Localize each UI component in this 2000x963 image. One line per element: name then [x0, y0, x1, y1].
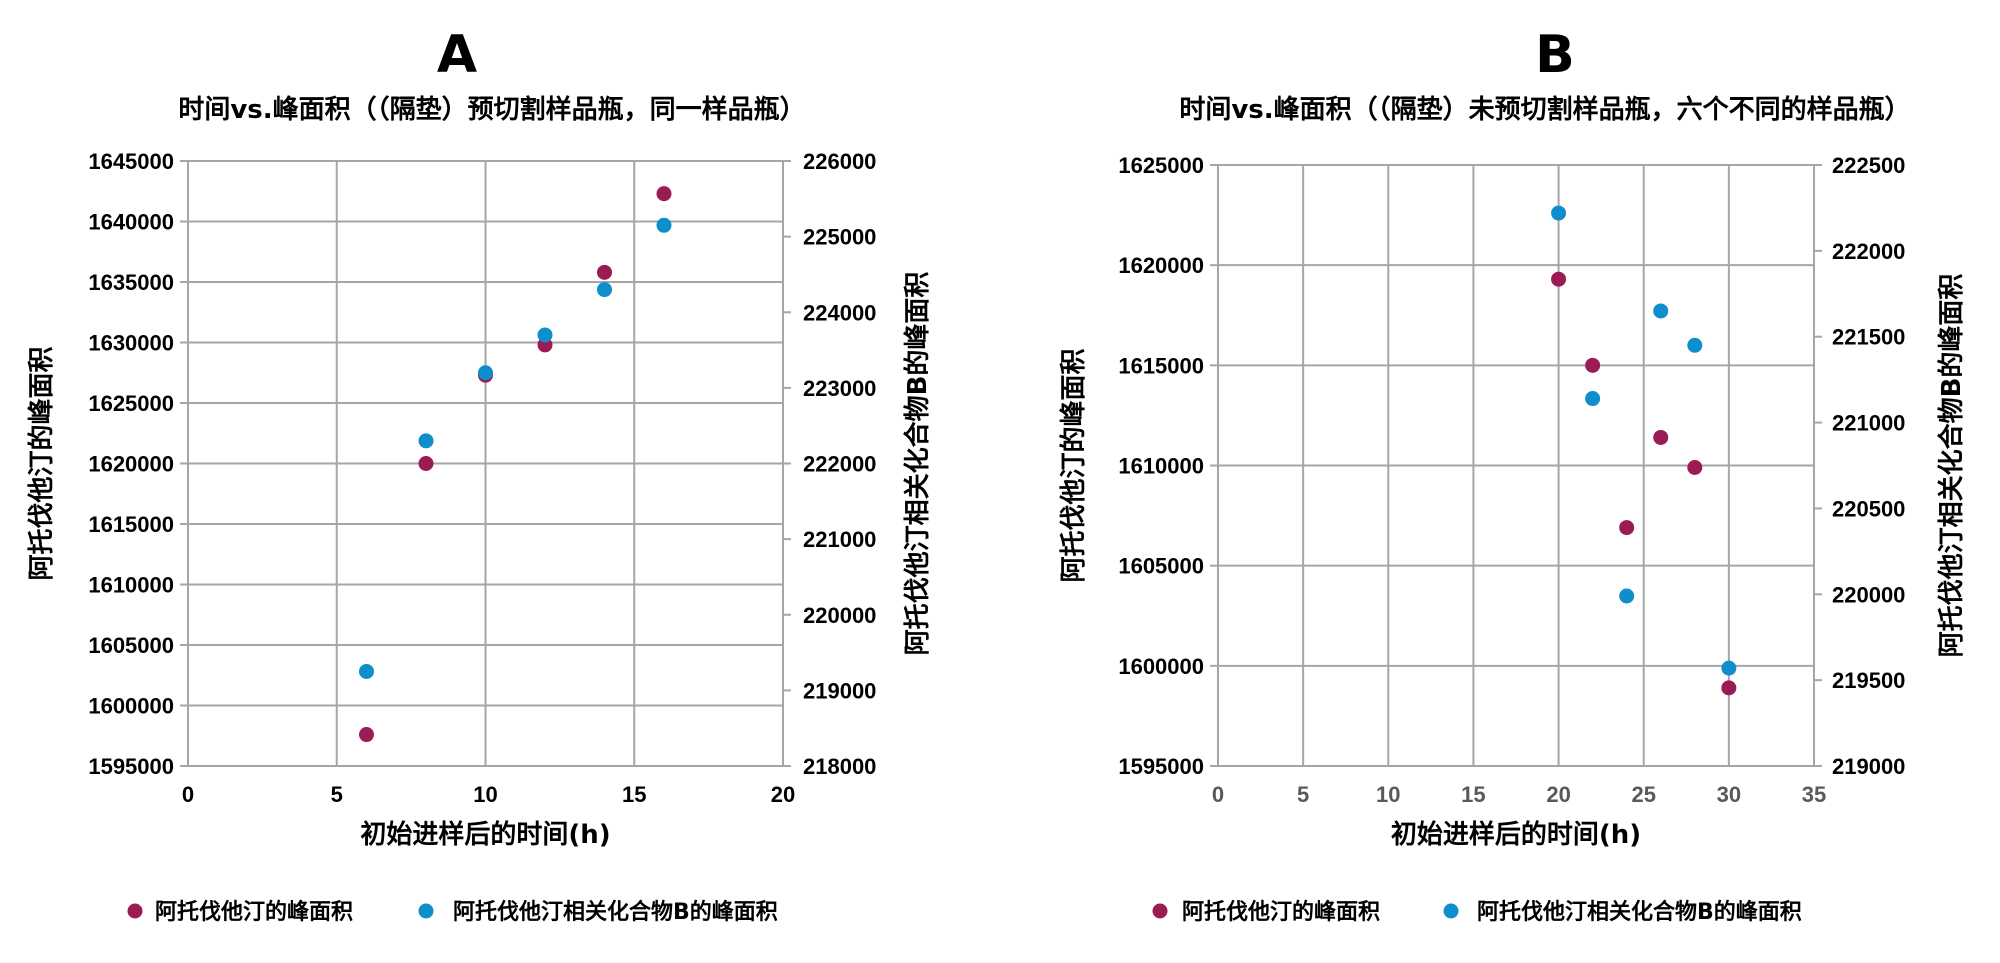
y-tick-label: 1610000: [88, 573, 174, 598]
y2-axis-label: 阿托伐他汀相关化合物B的峰面积: [902, 272, 933, 656]
y2-tick-label: 219500: [1832, 668, 1905, 693]
data-point-series-1: [1619, 520, 1635, 536]
y2-tick-label: 221500: [1832, 325, 1905, 350]
legend-marker-series-2: [418, 903, 434, 919]
y2-tick-label: 222000: [1832, 239, 1905, 264]
legend-label-series-1: 阿托伐他汀的峰面积: [155, 899, 353, 925]
legend-label-series-2: 阿托伐他汀相关化合物B的峰面积: [453, 899, 778, 925]
y2-tick-label: 218000: [803, 754, 876, 779]
data-point-series-2: [1687, 337, 1703, 353]
y-tick-label: 1595000: [88, 754, 174, 779]
x-tick-label: 15: [622, 782, 646, 807]
y2-tick-label: 222000: [803, 452, 876, 477]
legend-label-series-2: 阿托伐他汀相关化合物B的峰面积: [1477, 899, 1802, 925]
x-tick-label: 20: [1546, 782, 1570, 807]
data-point-series-2: [597, 282, 612, 298]
x-tick-label: 20: [771, 782, 795, 807]
y2-tick-label: 226000: [803, 149, 876, 174]
y-axis-label: 阿托伐他汀的峰面积: [26, 346, 57, 580]
x-tick-label: 30: [1717, 782, 1741, 807]
data-point-series-1: [418, 456, 434, 471]
legend-label-series-1: 阿托伐他汀的峰面积: [1182, 899, 1380, 925]
data-point-series-2: [1619, 588, 1635, 604]
y-tick-label: 1610000: [1118, 454, 1204, 479]
y-tick-label: 1625000: [88, 391, 174, 416]
y-tick-label: 1630000: [88, 331, 174, 356]
x-tick-label: 10: [473, 782, 497, 807]
data-point-series-2: [418, 433, 434, 449]
y2-tick-label: 223000: [803, 376, 876, 401]
panel-letter: B: [1535, 25, 1575, 85]
panel-letter: A: [437, 25, 477, 85]
data-point-series-1: [1653, 429, 1669, 445]
x-tick-label: 0: [1212, 782, 1224, 807]
y-axis-label: 阿托伐他汀的峰面积: [1058, 348, 1089, 582]
legend-marker-series-1: [127, 903, 143, 919]
data-point-series-2: [1653, 303, 1669, 319]
y-tick-label: 1640000: [88, 210, 174, 235]
data-point-series-2: [1585, 391, 1601, 407]
x-tick-label: 25: [1631, 782, 1655, 807]
x-axis-label: 初始进样后的时间(h): [360, 819, 610, 850]
chart-panel-b: B 时间vs.峰面积（（隔垫）未预切割样品瓶，六个不同的样品瓶） 1595000 16…: [1058, 25, 1967, 925]
y2-tick-label: 220000: [803, 603, 876, 628]
y-tick-label: 1615000: [88, 512, 174, 537]
data-point-series-1: [597, 264, 612, 280]
y-tick-label: 1615000: [1118, 353, 1204, 378]
y-tick-label: 1620000: [88, 452, 174, 477]
y2-tick-label: 225000: [803, 225, 876, 250]
chart-title: 时间vs.峰面积（（隔垫）预切割样品瓶，同一样品瓶）: [178, 94, 805, 125]
data-point-series-1: [1721, 680, 1737, 696]
y-tick-label: 1620000: [1118, 253, 1204, 278]
y2-tick-label: 222500: [1832, 153, 1905, 178]
data-point-series-2: [656, 217, 672, 233]
data-point-series-2: [1721, 660, 1737, 676]
data-point-series-1: [1551, 271, 1567, 287]
data-point-series-2: [478, 365, 493, 381]
legend-marker-series-2: [1443, 903, 1459, 919]
y2-tick-label: 221000: [803, 527, 876, 552]
data-point-series-1: [1585, 357, 1601, 373]
data-point-series-1: [1687, 460, 1703, 476]
y2-tick-label: 219000: [803, 678, 876, 703]
x-tick-label: 0: [182, 782, 194, 807]
x-tick-label: 5: [1297, 782, 1309, 807]
y-tick-label: 1635000: [88, 270, 174, 295]
y-tick-label: 1605000: [1118, 554, 1204, 579]
data-point-series-2: [359, 663, 374, 679]
data-point-series-1: [656, 186, 672, 202]
data-point-series-1: [359, 727, 374, 743]
chart-title: 时间vs.峰面积（（隔垫）未预切割样品瓶，六个不同的样品瓶）: [1179, 94, 1910, 125]
x-tick-label: 10: [1376, 782, 1400, 807]
x-tick-label: 35: [1802, 782, 1826, 807]
y2-tick-label: 221000: [1832, 411, 1905, 436]
data-point-series-2: [537, 327, 553, 343]
y-tick-label: 1645000: [88, 149, 174, 174]
y2-tick-label: 220500: [1832, 496, 1905, 521]
y2-tick-label: 224000: [803, 300, 876, 325]
x-tick-label: 5: [331, 782, 343, 807]
y-tick-label: 1595000: [1118, 754, 1204, 779]
x-tick-label: 15: [1461, 782, 1485, 807]
y-tick-label: 1605000: [88, 633, 174, 658]
y-tick-label: 1600000: [1118, 654, 1204, 679]
data-point-series-2: [1551, 205, 1567, 221]
y-tick-label: 1600000: [88, 694, 174, 719]
y-tick-label: 1625000: [1118, 153, 1204, 178]
chart-panel-a: A 时间vs.峰面积（（隔垫）预切割样品瓶，同一样品瓶） 1595000 160000…: [26, 25, 933, 925]
y2-tick-label: 220000: [1832, 582, 1905, 607]
x-axis-label: 初始进样后的时间(h): [1391, 819, 1641, 850]
y2-axis-label: 阿托伐他汀相关化合物B的峰面积: [1936, 274, 1967, 658]
legend-marker-series-1: [1152, 903, 1168, 919]
y2-tick-label: 219000: [1832, 754, 1905, 779]
